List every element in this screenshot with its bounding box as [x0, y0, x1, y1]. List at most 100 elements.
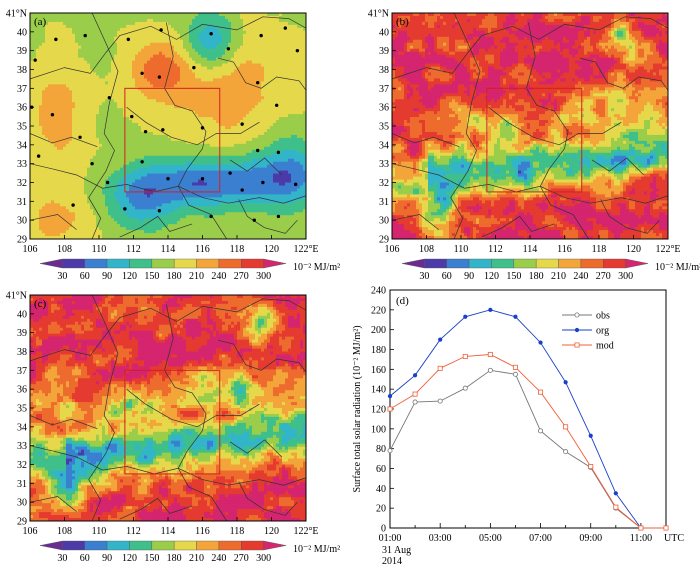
data-point-obs — [387, 448, 393, 454]
station-marker — [209, 32, 213, 36]
lat-tick-label: 34 — [17, 422, 27, 433]
data-point-mod — [613, 504, 619, 510]
colorbar-segment — [513, 258, 537, 269]
colorbar-level-label: 60 — [80, 271, 90, 282]
colorbar-segment — [446, 258, 470, 269]
colorbar-level-label: 30 — [419, 271, 429, 282]
data-point-mod — [588, 464, 594, 470]
lon-tick-label: 114 — [523, 244, 538, 255]
data-point-org — [463, 314, 468, 319]
colorbar-segment — [196, 540, 220, 551]
x-tick-label: 01:00 — [379, 533, 402, 544]
province-border — [238, 199, 298, 234]
colorbar-segment — [173, 540, 197, 551]
legend-marker-org — [574, 327, 580, 333]
station-marker — [71, 203, 75, 207]
colorbar-segment — [129, 258, 153, 269]
data-point-mod — [462, 353, 468, 359]
colorbar-segment — [603, 258, 626, 269]
province-border — [600, 199, 660, 234]
y-tick-label: 240 — [371, 286, 386, 297]
y-tick-label: 200 — [371, 325, 386, 336]
lat-tick-label: 35 — [17, 122, 27, 133]
lon-tick-label: 110 — [454, 244, 469, 255]
station-marker — [276, 214, 281, 219]
lon-tick-label: 120 — [626, 244, 641, 255]
station-marker — [166, 177, 170, 181]
province-border — [30, 415, 98, 430]
lat-tick-label: 32 — [379, 178, 389, 189]
province-border — [392, 133, 460, 148]
lon-tick-label: 108 — [57, 526, 72, 537]
colorbar-level-label: 90 — [464, 271, 474, 282]
data-point-mod — [563, 424, 569, 430]
province-border — [164, 22, 227, 239]
data-point-org — [588, 433, 593, 438]
legend-marker-obs — [574, 312, 580, 318]
lon-tick-label: 118 — [592, 244, 607, 255]
data-point-org — [613, 491, 618, 496]
station-marker — [126, 37, 131, 42]
station-marker — [161, 128, 165, 132]
lat-tick-label: 38 — [17, 65, 27, 76]
lat-tick-label: 33 — [17, 441, 27, 452]
province-border — [126, 388, 260, 428]
province-border — [126, 106, 260, 146]
colorbar-level-label: 240 — [211, 553, 226, 564]
colorbar-level-label: 210 — [551, 271, 566, 282]
lon-tick-label: 116 — [557, 244, 572, 255]
colorbar-segment — [401, 258, 425, 269]
data-point-org — [438, 337, 443, 342]
colorbar-segment — [84, 540, 108, 551]
lat-tick-label: 32 — [17, 460, 27, 471]
lon-tick-label: 114 — [161, 526, 176, 537]
line-chart-panel-d: 0 20 40 60 80 100 120 140 160 180 200 220 240 01:00 03… — [352, 286, 684, 567]
series-line-org — [389, 309, 666, 529]
station-marker — [90, 161, 94, 166]
map-panel-c: 29 30 31 32 33 34 35 36 37 38 39 40 41°N 106 108 110 112… — [6, 291, 340, 565]
colorbar-level-label: 180 — [529, 271, 544, 282]
colorbar-level-label: 300 — [618, 271, 633, 282]
station-marker — [228, 171, 232, 175]
station-marker — [54, 37, 58, 42]
data-point-org — [538, 340, 543, 345]
colorbar-level-label: 120 — [122, 271, 137, 282]
colorbar-level-label: 120 — [122, 553, 137, 564]
lon-tick-label: 116 — [195, 526, 210, 537]
study-region-box — [124, 87, 221, 193]
station-marker — [157, 75, 162, 79]
y-tick-label: 60 — [376, 464, 386, 475]
station-marker — [159, 28, 163, 32]
colorbar-level-label: 270 — [234, 271, 249, 282]
lon-tick-label: 122°E — [293, 526, 318, 537]
lat-tick-label: 36 — [17, 385, 27, 396]
province-border — [30, 163, 306, 204]
data-point-obs — [412, 399, 418, 405]
colorbar-segment — [535, 258, 559, 269]
province-border — [30, 133, 98, 148]
field-cells — [30, 13, 306, 239]
lon-tick-label: 118 — [230, 526, 245, 537]
lon-tick-label: 116 — [195, 244, 210, 255]
colorbar-segment — [424, 258, 447, 269]
lat-tick-label: 31 — [379, 197, 389, 208]
station-marker — [200, 126, 205, 130]
x-tick-label: 05:00 — [479, 533, 502, 544]
data-point-mod — [387, 406, 393, 412]
study-region-box — [124, 369, 221, 475]
colorbar-segment — [218, 258, 242, 269]
y-tick-label: 160 — [371, 365, 386, 376]
series-line-obs — [389, 369, 666, 529]
y-tick-label: 20 — [376, 504, 386, 515]
lon-tick-label: 108 — [419, 244, 434, 255]
panel-label: (d) — [396, 295, 409, 307]
province-border — [238, 481, 298, 516]
lat-tick-label: 41°N — [6, 9, 27, 20]
data-point-obs — [563, 449, 569, 455]
lon-tick-label: 110 — [92, 526, 107, 537]
lat-tick-label: 37 — [17, 366, 27, 377]
lon-tick-label: 118 — [230, 244, 245, 255]
province-border — [481, 215, 555, 238]
lon-tick-label: 122°E — [293, 244, 318, 255]
station-marker — [283, 26, 287, 30]
